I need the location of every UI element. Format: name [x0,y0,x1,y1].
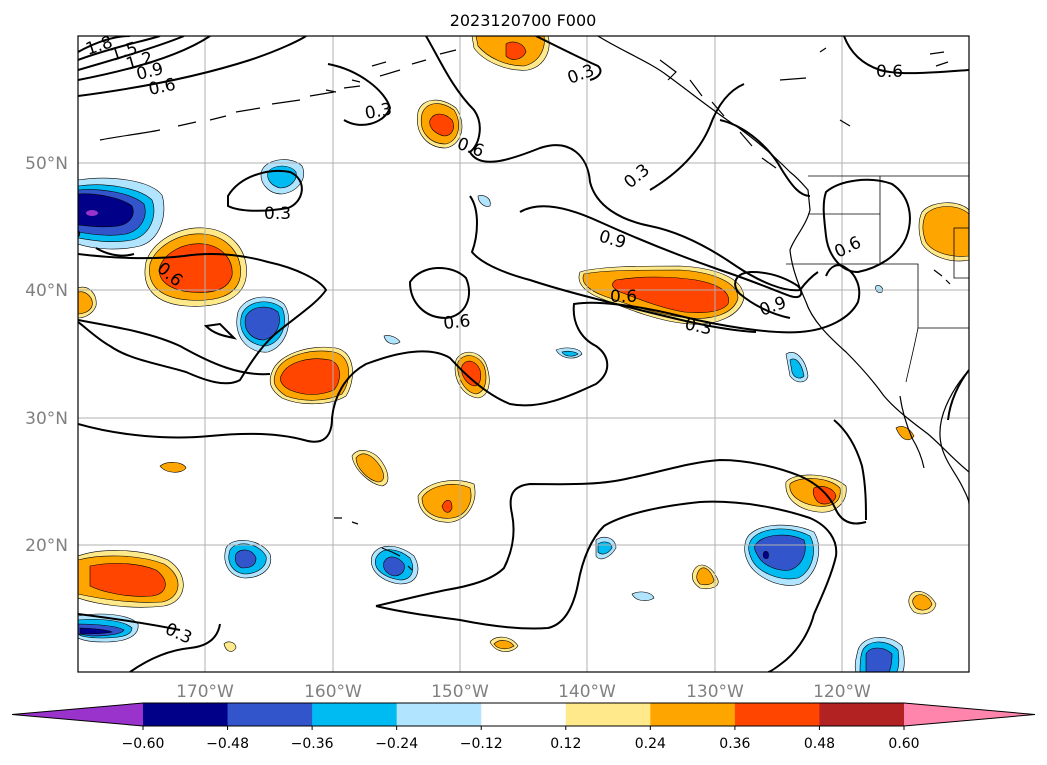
lat-label: 40°N [25,281,68,301]
colorbar-over-triangle [904,703,1035,726]
colorbar-tick-label: 0.48 [804,736,835,752]
lon-label: 160°W [304,682,362,702]
lon-label: 150°W [431,682,489,702]
colorbar: −0.60 −0.48 −0.36 −0.24 −0.12 0.12 0.24 0.36 0.4… [11,702,1036,752]
colorbar-tick-label: −0.60 [122,736,165,752]
colorbar-swatch [734,703,820,726]
lon-label: 130°W [686,682,744,702]
colorbar-tick-label: 0.24 [635,736,666,752]
colorbar-under-triangle [12,703,143,726]
colorbar-tick-label: 0.60 [888,736,919,752]
colorbar-swatch [312,703,398,726]
lat-label: 50°N [25,154,68,174]
anomaly-fields [78,36,969,672]
longitude-labels: 170°W 160°W 150°W 140°W 130°W 120°W [176,682,871,702]
colorbar-swatch [565,703,651,726]
map-background [78,36,969,672]
contour-label: 0.3 [363,100,393,124]
borders [786,175,969,383]
colorbar-tick-label: −0.48 [206,736,249,752]
contour-label: 0.6 [61,227,85,257]
colorbar-swatch [396,703,482,726]
colorbar-tick-label: 0.36 [719,736,750,752]
colorbar-tick-label: −0.24 [375,736,418,752]
contour-label: 1.8 [83,32,115,59]
contour-label: 0.6 [442,311,471,334]
lat-label: 30°N [25,409,68,429]
lat-label: 20°N [25,536,68,556]
colorbar-swatch [143,703,229,726]
colorbar-swatch [819,703,905,726]
contour-label: 0.6 [610,287,637,307]
map-frame [77,35,970,673]
colorbar-tick-label: 0.12 [550,736,581,752]
coastlines [99,36,969,571]
map-content: 1.8 1.5 1.2 0.9 0.6 0.3 0.3 0.3 0.3 0.6 … [61,32,969,672]
contour-lines [78,36,969,672]
contour-label: 0.3 [264,204,291,224]
colorbar-tick-label: −0.36 [291,736,334,752]
colorbar-swatch [650,703,736,726]
latitude-labels: 50°N 40°N 30°N 20°N [25,154,68,556]
lon-label: 140°W [558,682,616,702]
contour-label: 0.6 [876,62,903,82]
graticule [78,36,969,672]
colorbar-swatch [481,703,567,726]
lon-label: 120°W [813,682,871,702]
figure-title: 2023120700 F000 [450,11,597,30]
colorbar-tick-label: −0.12 [460,736,503,752]
lon-label: 170°W [176,682,234,702]
colorbar-swatch [227,703,313,726]
